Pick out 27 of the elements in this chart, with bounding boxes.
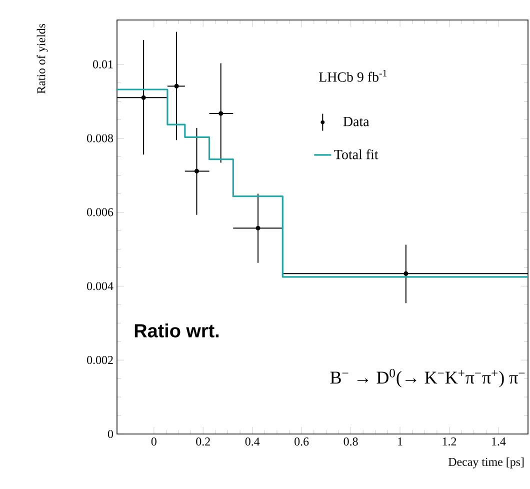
- annotation: Ratio wrt.: [134, 324, 219, 338]
- x-tick-label: 0.4: [245, 438, 260, 446]
- point: [404, 271, 408, 276]
- point: [141, 95, 146, 100]
- x-tick-label: 0.2: [196, 438, 210, 446]
- y-tick-label: 0.008: [87, 134, 114, 142]
- legend-label: Total fit: [334, 149, 378, 160]
- x-tick-label: 1.4: [492, 438, 506, 446]
- x-axis-title: Decay time [ps]: [448, 458, 524, 468]
- y-tick-label: 0.002: [87, 356, 113, 364]
- x-tick-label: 0.8: [344, 438, 358, 446]
- x-tick-label: 0.6: [294, 438, 309, 446]
- y-tick-label: 0: [108, 430, 114, 438]
- point: [256, 226, 260, 230]
- x-tick-label: 0: [151, 438, 156, 446]
- y-tick-label: 0.006: [87, 208, 114, 216]
- text: B$^{−}$ → D$^{0}$(→ K$^{−}$K$^{+}$π$^{−}$π$^{+}$) π$^{−}$: [330, 368, 525, 388]
- annotation: LHCb 9 fb$^{-1}$: [319, 70, 387, 82]
- point: [218, 111, 224, 116]
- y-tick-label: 0.01: [93, 60, 113, 68]
- x-tick-label: 1.2: [442, 438, 456, 446]
- point: [174, 84, 179, 88]
- y-axis-title: Ratio of yields: [36, 24, 48, 94]
- x-tick-label: 1: [398, 438, 402, 446]
- point: [194, 168, 200, 174]
- y-tick-label: 0.004: [87, 282, 114, 290]
- legend-label: Data: [343, 116, 370, 126]
